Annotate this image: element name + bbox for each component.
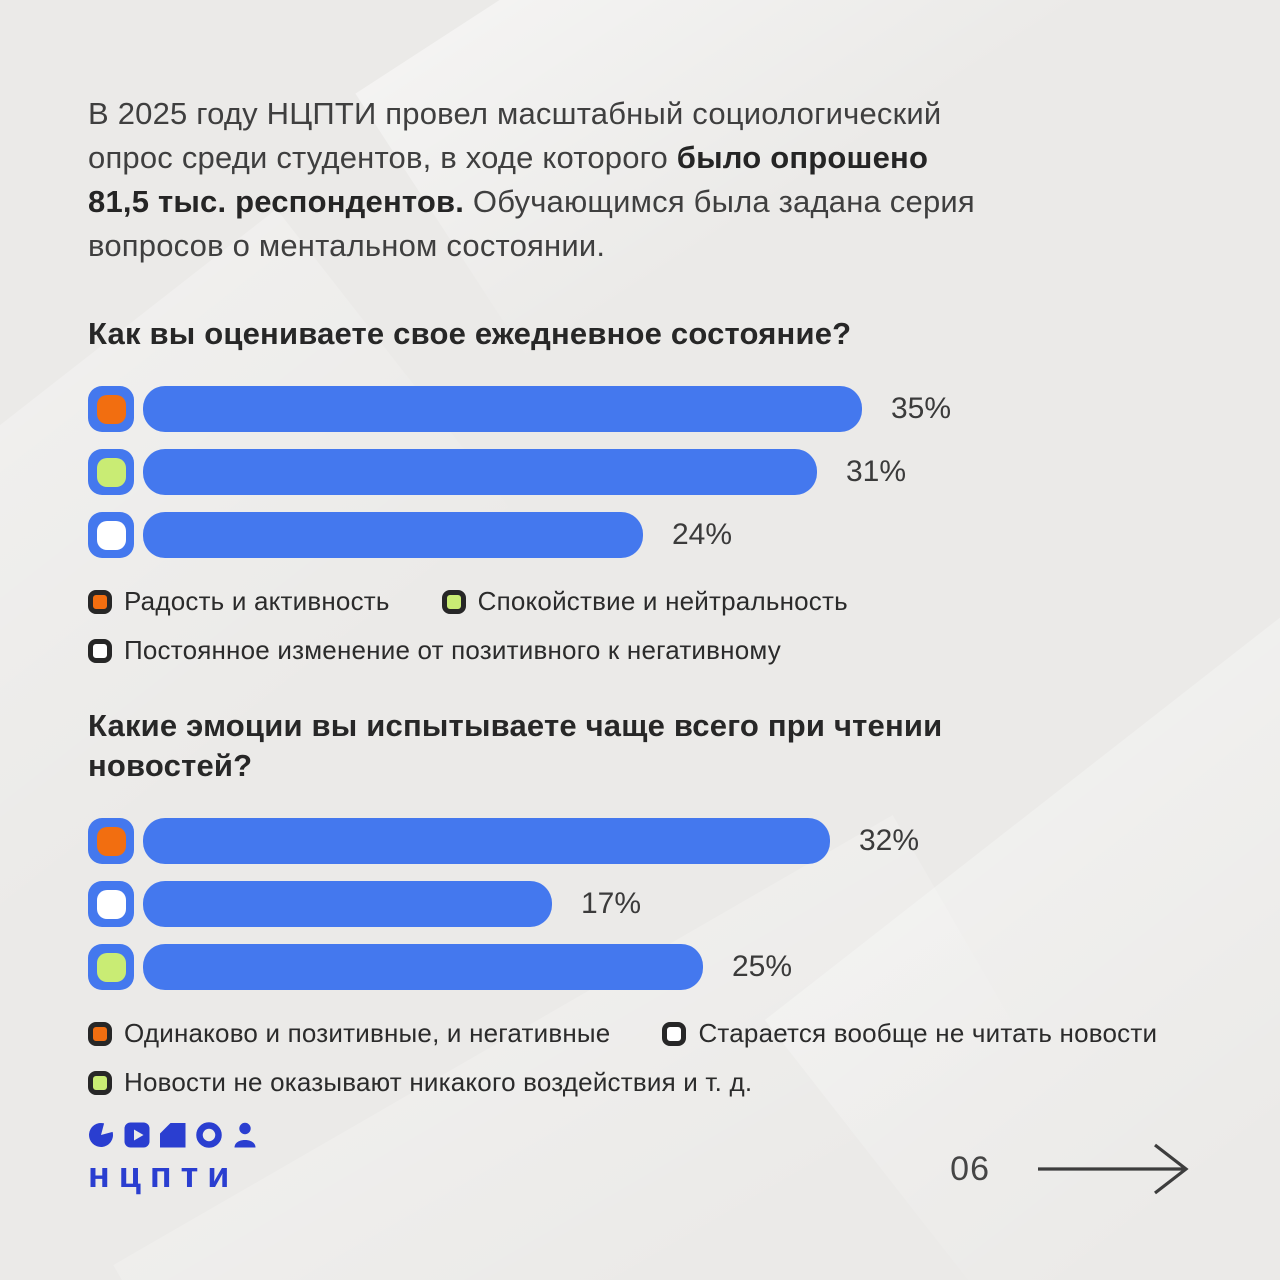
bar-value-label: 32% bbox=[859, 824, 920, 857]
legend-item-label: Одинаково и позитивные, и негативные bbox=[124, 1018, 611, 1048]
legend-item-label: Постоянное изменение от позитивного к не… bbox=[124, 635, 781, 665]
bar-chart-1: 35% 31% 24% bbox=[88, 386, 1192, 558]
ncpti-logo: нцпти bbox=[88, 1122, 258, 1193]
category-marker-icon bbox=[88, 944, 134, 990]
legend-item-label: Новости не оказывают никакого воздействи… bbox=[124, 1067, 753, 1097]
bar bbox=[143, 386, 862, 432]
ring-icon bbox=[196, 1122, 222, 1148]
legend-item-label: Спокойствие и нейтральность bbox=[477, 586, 848, 616]
category-marker-icon bbox=[88, 818, 134, 864]
legend-swatch-icon bbox=[88, 638, 112, 663]
bar-value-label: 25% bbox=[732, 950, 793, 983]
next-arrow-icon[interactable] bbox=[1036, 1140, 1192, 1198]
footer-pagination: 06 bbox=[950, 1140, 1192, 1198]
question-title-1: Как вы оцениваете свое ежедневное состоя… bbox=[88, 316, 852, 351]
bar-value-label: 17% bbox=[581, 887, 642, 920]
chart-section-1: Как вы оцениваете свое ежедневное состоя… bbox=[88, 314, 1192, 666]
bar-row: 32% bbox=[88, 818, 1192, 864]
legend-swatch-icon bbox=[88, 1021, 112, 1046]
category-marker-fill bbox=[96, 394, 126, 424]
bar bbox=[143, 512, 643, 558]
category-marker-fill bbox=[96, 889, 126, 919]
person-icon bbox=[234, 1122, 256, 1148]
logo-wordmark: нцпти bbox=[88, 1154, 239, 1195]
intro-bold: было опрошено 81,5 тыс. респондентов. bbox=[88, 140, 929, 219]
category-marker-fill bbox=[96, 952, 126, 982]
legend-item: Одинаково и позитивные, и негативные bbox=[88, 1018, 610, 1049]
bar-row: 35% bbox=[88, 386, 1192, 432]
legend-item: Постоянное изменение от позитивного к не… bbox=[88, 635, 781, 666]
category-marker-fill bbox=[96, 457, 126, 487]
legend-swatch-icon bbox=[441, 589, 466, 614]
bar-row: 31% bbox=[88, 449, 1192, 495]
category-marker-fill bbox=[96, 520, 126, 550]
legend-swatch-icon bbox=[88, 1070, 112, 1095]
category-marker-fill bbox=[96, 826, 126, 856]
content-column: В 2025 году НЦПТИ провел масштабный соци… bbox=[88, 0, 1192, 1098]
chart-section-2: Какие эмоции вы испытываете чаще всего п… bbox=[88, 706, 1192, 1098]
intro-text: В 2025 году НЦПТИ провел масштабный соци… bbox=[88, 0, 1192, 268]
legend-row: Новости не оказывают никакого воздействи… bbox=[88, 1067, 1192, 1098]
legend-item: Старается вообще не читать новости bbox=[662, 1018, 1157, 1049]
legend-swatch-icon bbox=[662, 1021, 687, 1046]
question-title-2: Какие эмоции вы испытываете чаще всего п… bbox=[88, 708, 943, 783]
bar-row: 17% bbox=[88, 881, 1192, 927]
bar-value-label: 31% bbox=[846, 455, 907, 488]
legend-item-label: Старается вообще не читать новости bbox=[698, 1018, 1158, 1048]
intro-part2: Обучающимся была задана серия вопросов о… bbox=[88, 184, 975, 263]
play-icon bbox=[124, 1122, 150, 1148]
page-number: 06 bbox=[950, 1149, 990, 1188]
category-marker-icon bbox=[88, 386, 134, 432]
category-marker-icon bbox=[88, 449, 134, 495]
bar-row: 25% bbox=[88, 944, 1192, 990]
pacman-icon bbox=[89, 1122, 114, 1147]
bar-chart-2: 32% 17% 25% bbox=[88, 818, 1192, 990]
legend-1: Радость и активность Спокойствие и нейтра… bbox=[88, 586, 1192, 666]
bar-value-label: 24% bbox=[672, 518, 733, 551]
legend-item: Радость и активность bbox=[88, 586, 390, 617]
footer: нцпти 06 bbox=[88, 1122, 1192, 1198]
bar bbox=[143, 818, 830, 864]
legend-row: Одинаково и позитивные, и негативные Стар… bbox=[88, 1018, 1192, 1049]
category-marker-icon bbox=[88, 881, 134, 927]
intro-part1: В 2025 году НЦПТИ провел масштабный соци… bbox=[88, 96, 942, 175]
legend-row: Постоянное изменение от позитивного к не… bbox=[88, 635, 1192, 666]
legend-item-label: Радость и активность bbox=[124, 586, 390, 616]
legend-item: Спокойствие и нейтральность bbox=[441, 586, 848, 617]
legend-item: Новости не оказывают никакого воздействи… bbox=[88, 1067, 752, 1098]
bar bbox=[143, 449, 817, 495]
step-icon bbox=[160, 1123, 186, 1148]
bar bbox=[143, 944, 703, 990]
bar bbox=[143, 881, 552, 927]
bar-value-label: 35% bbox=[891, 392, 952, 425]
legend-swatch-icon bbox=[88, 589, 112, 614]
category-marker-icon bbox=[88, 512, 134, 558]
legend-row: Радость и активность Спокойствие и нейтра… bbox=[88, 586, 1192, 617]
legend-2: Одинаково и позитивные, и негативные Стар… bbox=[88, 1018, 1192, 1098]
bar-row: 24% bbox=[88, 512, 1192, 558]
logo-glyphs bbox=[88, 1122, 258, 1148]
